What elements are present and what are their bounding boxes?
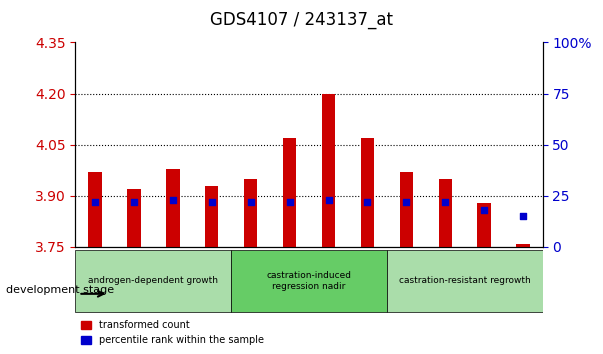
Point [207, 199, 216, 205]
Point [324, 197, 333, 203]
Text: development stage: development stage [6, 285, 114, 295]
Point [246, 199, 256, 205]
Bar [127, 189, 140, 247]
Bar [516, 244, 530, 247]
Bar [438, 179, 452, 247]
Bar [166, 169, 180, 247]
FancyBboxPatch shape [75, 250, 231, 312]
Text: GDS4107 / 243137_at: GDS4107 / 243137_at [210, 11, 393, 29]
Bar [244, 179, 257, 247]
Text: castration-resistant regrowth: castration-resistant regrowth [399, 276, 531, 285]
Bar [478, 202, 491, 247]
Text: castration-induced
regression nadir: castration-induced regression nadir [267, 271, 352, 291]
Bar [88, 172, 102, 247]
Point [441, 199, 450, 205]
Legend: transformed count, percentile rank within the sample: transformed count, percentile rank withi… [77, 316, 268, 349]
Point [479, 207, 489, 213]
Bar [361, 138, 374, 247]
Bar [400, 172, 413, 247]
Point [402, 199, 411, 205]
Text: androgen-dependent growth: androgen-dependent growth [88, 276, 218, 285]
Point [362, 199, 372, 205]
FancyBboxPatch shape [387, 250, 543, 312]
Point [519, 213, 528, 219]
Point [90, 199, 99, 205]
Bar [205, 185, 218, 247]
Bar [321, 93, 335, 247]
Point [285, 199, 294, 205]
Bar [283, 138, 297, 247]
Point [168, 197, 177, 203]
Point [129, 199, 139, 205]
FancyBboxPatch shape [231, 250, 387, 312]
